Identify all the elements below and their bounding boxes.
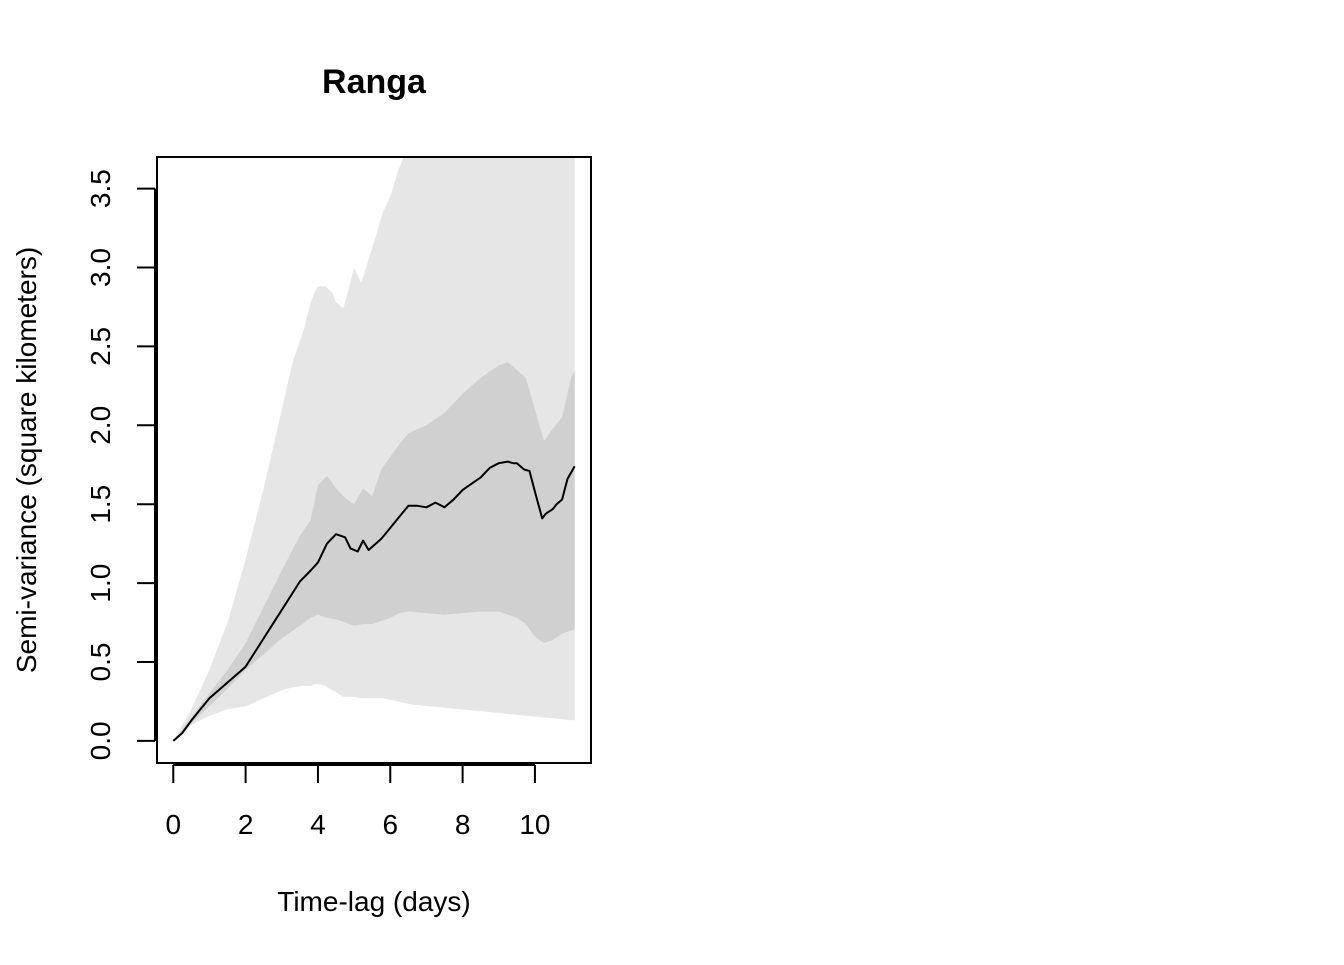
chart-title: Ranga [322, 63, 427, 101]
x-axis-label: Time-lag (days) [277, 886, 470, 917]
confidence-bands [173, 157, 575, 741]
y-tick-label: 1.5 [85, 485, 116, 524]
x-tick-label: 4 [310, 809, 326, 840]
y-tick-label: 0.0 [85, 721, 116, 760]
y-tick-label: 0.5 [85, 643, 116, 682]
x-tick-label: 0 [165, 809, 181, 840]
y-tick-label: 2.0 [85, 406, 116, 445]
y-tick-label: 3.0 [85, 248, 116, 287]
y-tick-label: 2.5 [85, 327, 116, 366]
x-tick-label: 10 [519, 809, 550, 840]
plot-frame [156, 156, 592, 764]
x-tick-label: 8 [455, 809, 471, 840]
x-tick-label: 2 [238, 809, 254, 840]
variogram-line-0 [172, 460, 576, 742]
inner-confidence-band [173, 362, 575, 741]
y-tick-label: 3.5 [85, 169, 116, 208]
y-axis-label: Semi-variance (square kilometers) [11, 247, 42, 673]
y-tick-label: 1.0 [85, 564, 116, 603]
series-layer [172, 460, 576, 742]
y-axis: 0.0 0.5 1.0 1.5 2.0 2.5 3.0 3.5 [85, 169, 156, 760]
x-tick-label: 6 [382, 809, 398, 840]
x-axis: 0 2 4 6 8 10 [165, 764, 551, 840]
